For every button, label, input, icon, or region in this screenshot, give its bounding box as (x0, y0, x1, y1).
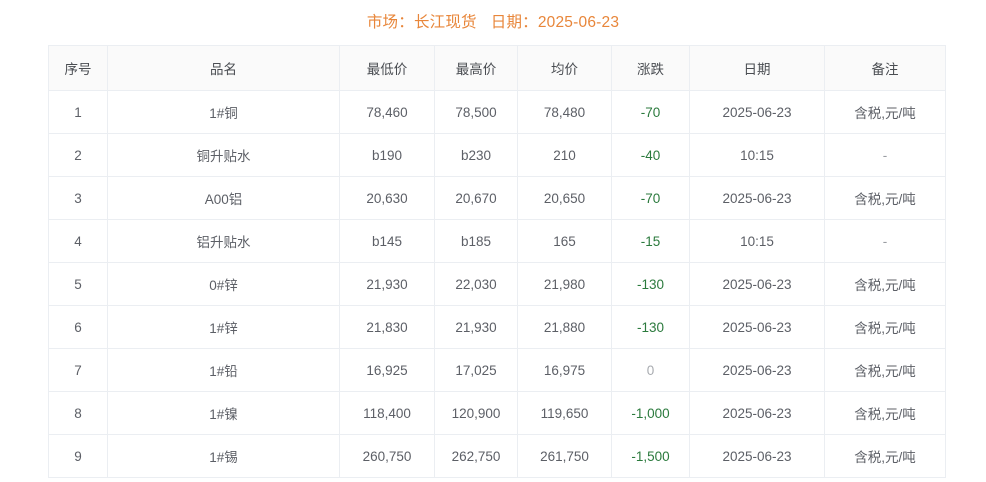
cell-high: 262,750 (434, 434, 518, 478)
cell-change: 0 (611, 348, 690, 392)
cell-change: -70 (611, 90, 690, 134)
cell-idx: 1 (48, 90, 108, 134)
column-header-note: 备注 (824, 45, 946, 91)
cell-date: 2025-06-23 (689, 348, 825, 392)
cell-date: 10:15 (689, 219, 825, 263)
cell-high: 20,670 (434, 176, 518, 220)
cell-avg: 119,650 (517, 391, 612, 435)
cell-name: 0#锌 (107, 262, 340, 306)
price-table: 序号 品名 最低价 最高价 均价 涨跌 日期 备注 1 1#铜 78,460 78,500 78,48… (48, 45, 946, 478)
cell-idx: 2 (48, 133, 108, 177)
table-row: 6 1#锌 21,830 21,930 21,880 -130 2025-06-23 含税,元… (48, 305, 946, 349)
cell-idx: 5 (48, 262, 108, 306)
table-header-row: 序号 品名 最低价 最高价 均价 涨跌 日期 备注 (48, 45, 946, 91)
price-table-container: 序号 品名 最低价 最高价 均价 涨跌 日期 备注 1 1#铜 78,460 78,500 78,48… (48, 45, 946, 478)
cell-avg: 21,980 (517, 262, 612, 306)
cell-low: 118,400 (339, 391, 435, 435)
cell-avg: 20,650 (517, 176, 612, 220)
cell-high: 22,030 (434, 262, 518, 306)
cell-high: 78,500 (434, 90, 518, 134)
cell-note: - (824, 219, 946, 263)
cell-note: 含税,元/吨 (824, 348, 946, 392)
table-row: 2 铜升贴水 b190 b230 210 -40 10:15- (48, 133, 946, 177)
cell-idx: 7 (48, 348, 108, 392)
column-header-low: 最低价 (339, 45, 435, 91)
cell-change: -1,500 (611, 434, 690, 478)
cell-low: 21,930 (339, 262, 435, 306)
page-title: 市场：长江现货 日期：2025-06-23 (0, 0, 986, 41)
cell-name: 1#铜 (107, 90, 340, 134)
cell-note: - (824, 133, 946, 177)
cell-avg: 21,880 (517, 305, 612, 349)
cell-idx: 3 (48, 176, 108, 220)
cell-name: 1#锡 (107, 434, 340, 478)
date-label: 日期：2025-06-23 (490, 13, 620, 31)
cell-low: 78,460 (339, 90, 435, 134)
column-header-date: 日期 (689, 45, 825, 91)
column-header-high: 最高价 (434, 45, 518, 91)
cell-name: 铝升贴水 (107, 219, 340, 263)
cell-low: b190 (339, 133, 435, 177)
cell-low: 260,750 (339, 434, 435, 478)
column-header-change: 涨跌 (611, 45, 690, 91)
cell-name: 1#锌 (107, 305, 340, 349)
table-row: 1 1#铜 78,460 78,500 78,480 -70 2025-06-23 含税,元/… (48, 90, 946, 134)
cell-low: 21,830 (339, 305, 435, 349)
cell-high: 21,930 (434, 305, 518, 349)
cell-high: 17,025 (434, 348, 518, 392)
cell-note: 含税,元/吨 (824, 391, 946, 435)
table-body: 1 1#铜 78,460 78,500 78,480 -70 2025-06-23 含税,元/… (48, 90, 946, 478)
column-header-name: 品名 (107, 45, 340, 91)
cell-high: b230 (434, 133, 518, 177)
cell-name: 1#铅 (107, 348, 340, 392)
cell-low: 20,630 (339, 176, 435, 220)
cell-change: -70 (611, 176, 690, 220)
cell-avg: 78,480 (517, 90, 612, 134)
cell-idx: 8 (48, 391, 108, 435)
table-header: 序号 品名 最低价 最高价 均价 涨跌 日期 备注 (48, 45, 946, 91)
cell-date: 2025-06-23 (689, 434, 825, 478)
cell-low: b145 (339, 219, 435, 263)
cell-note: 含税,元/吨 (824, 90, 946, 134)
cell-date: 10:15 (689, 133, 825, 177)
market-label: 市场：长江现货 (366, 13, 477, 31)
cell-avg: 16,975 (517, 348, 612, 392)
cell-idx: 6 (48, 305, 108, 349)
cell-change: -15 (611, 219, 690, 263)
cell-note: 含税,元/吨 (824, 262, 946, 306)
table-row: 7 1#铅 16,925 17,025 16,975 0 2025-06-23 含税,元/吨 (48, 348, 946, 392)
cell-note: 含税,元/吨 (824, 176, 946, 220)
cell-high: b185 (434, 219, 518, 263)
cell-date: 2025-06-23 (689, 90, 825, 134)
cell-avg: 165 (517, 219, 612, 263)
table-row: 4 铝升贴水 b145 b185 165 -15 10:15- (48, 219, 946, 263)
cell-note: 含税,元/吨 (824, 305, 946, 349)
cell-date: 2025-06-23 (689, 391, 825, 435)
cell-name: 铜升贴水 (107, 133, 340, 177)
table-row: 8 1#镍 118,400 120,900 119,650 -1,000 2025-06-2… (48, 391, 946, 435)
cell-name: A00铝 (107, 176, 340, 220)
cell-date: 2025-06-23 (689, 305, 825, 349)
cell-avg: 210 (517, 133, 612, 177)
cell-note: 含税,元/吨 (824, 434, 946, 478)
cell-idx: 9 (48, 434, 108, 478)
column-header-avg: 均价 (517, 45, 612, 91)
cell-change: -130 (611, 262, 690, 306)
cell-change: -40 (611, 133, 690, 177)
cell-high: 120,900 (434, 391, 518, 435)
cell-idx: 4 (48, 219, 108, 263)
cell-change: -130 (611, 305, 690, 349)
cell-date: 2025-06-23 (689, 262, 825, 306)
cell-low: 16,925 (339, 348, 435, 392)
cell-change: -1,000 (611, 391, 690, 435)
cell-name: 1#镍 (107, 391, 340, 435)
cell-avg: 261,750 (517, 434, 612, 478)
table-row: 9 1#锡 260,750 262,750 261,750 -1,500 2025-06-2… (48, 434, 946, 478)
table-row: 5 0#锌 21,930 22,030 21,980 -130 2025-06-23 含税,元… (48, 262, 946, 306)
column-header-idx: 序号 (48, 45, 108, 91)
cell-date: 2025-06-23 (689, 176, 825, 220)
table-row: 3 A00铝 20,630 20,670 20,650 -70 2025-06-23 含税,元… (48, 176, 946, 220)
